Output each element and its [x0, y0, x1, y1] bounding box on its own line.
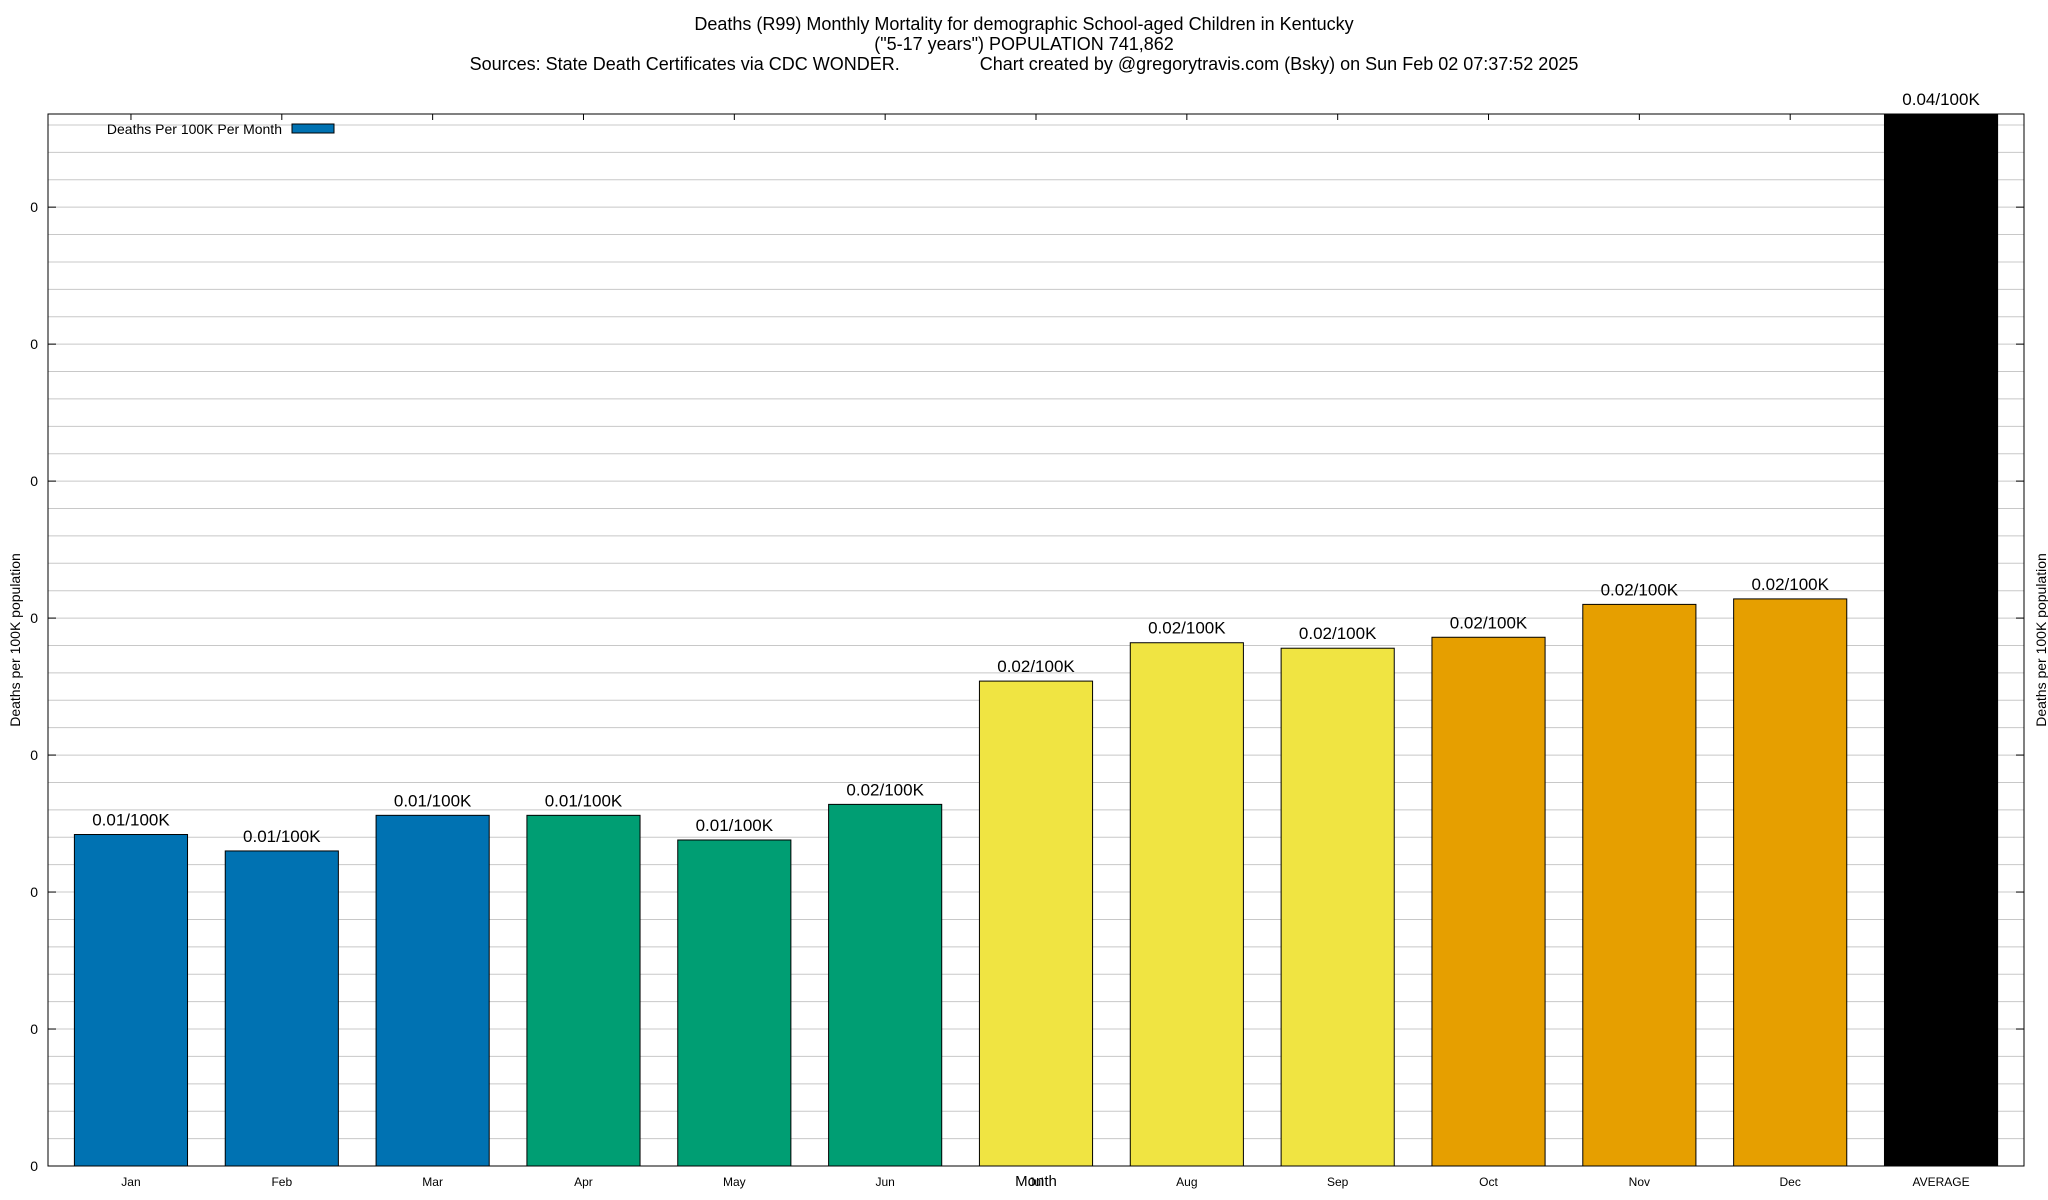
bar-mar	[375, 814, 490, 1167]
bar-dec	[1733, 598, 1848, 1167]
bar-nov	[1582, 603, 1697, 1167]
y-axis-label: Deaths per 100K population	[7, 553, 23, 727]
data-label: 0.02/100K	[1148, 619, 1226, 638]
bar-feb	[224, 850, 339, 1167]
x-tick-label: Mar	[422, 1175, 443, 1189]
bar-jan	[73, 834, 189, 1167]
x-tick-label: Aug	[1176, 1175, 1197, 1189]
x-tick-label: Jul	[1028, 1175, 1043, 1189]
x-axis-label: Month	[1015, 1173, 1057, 1190]
x-tick-label: Feb	[271, 1175, 292, 1189]
chart-sources: Sources: State Death Certificates via CD…	[469, 54, 1579, 74]
x-tick-label: Oct	[1479, 1175, 1498, 1189]
plot-frame	[47, 113, 2025, 1167]
data-label: 0.02/100K	[846, 780, 924, 799]
bar-average	[1883, 113, 1999, 1167]
data-label: 0.01/100K	[394, 791, 472, 810]
y-tick-label: 0	[30, 1158, 38, 1174]
data-label: 0.02/100K	[997, 657, 1075, 676]
x-tick-label: Dec	[1780, 1175, 1801, 1189]
data-label: 0.02/100K	[1601, 580, 1679, 599]
y-tick-label: 0	[30, 610, 38, 626]
chart-subtitle: ("5-17 years") POPULATION 741,862	[874, 34, 1174, 54]
x-tick-label: Jan	[121, 1175, 140, 1189]
bar-oct	[1431, 636, 1546, 1167]
data-label: 0.01/100K	[545, 791, 623, 810]
x-tick-label: Sep	[1327, 1175, 1349, 1189]
data-label: 0.01/100K	[243, 827, 321, 846]
y-tick-label: 0	[30, 199, 38, 215]
chart-title-block: Deaths (R99) Monthly Mortality for demog…	[0, 14, 2048, 74]
legend-label: Deaths Per 100K Per Month	[107, 121, 282, 137]
x-tick-label: AVERAGE	[1912, 1175, 1969, 1189]
y-tick-label: 0	[30, 336, 38, 352]
x-tick-label: Apr	[574, 1175, 593, 1189]
bar-jul	[978, 680, 1094, 1167]
bar-sep	[1280, 647, 1395, 1167]
y-tick-label: 0	[30, 747, 38, 763]
bar-apr	[526, 814, 641, 1167]
y-tick-label: 0	[30, 473, 38, 489]
data-label: 0.04/100K	[1902, 90, 1980, 109]
x-tick-label: Jun	[875, 1175, 894, 1189]
legend-swatch	[291, 123, 335, 134]
data-label: 0.02/100K	[1751, 575, 1829, 594]
y2-axis-label: Deaths per 100K population	[2033, 553, 2048, 727]
bar-jun	[828, 803, 943, 1167]
y-tick-label: 0	[30, 1021, 38, 1037]
data-label: 0.02/100K	[1450, 613, 1528, 632]
y-tick-label: 0	[30, 884, 38, 900]
bar-aug	[1129, 642, 1244, 1167]
bar-may	[677, 839, 792, 1167]
data-label: 0.01/100K	[696, 816, 774, 835]
chart-title: Deaths (R99) Monthly Mortality for demog…	[694, 14, 1354, 34]
x-tick-label: May	[723, 1175, 746, 1189]
x-tick-label: Nov	[1629, 1175, 1650, 1189]
data-label: 0.02/100K	[1299, 624, 1377, 643]
data-label: 0.01/100K	[92, 811, 170, 830]
